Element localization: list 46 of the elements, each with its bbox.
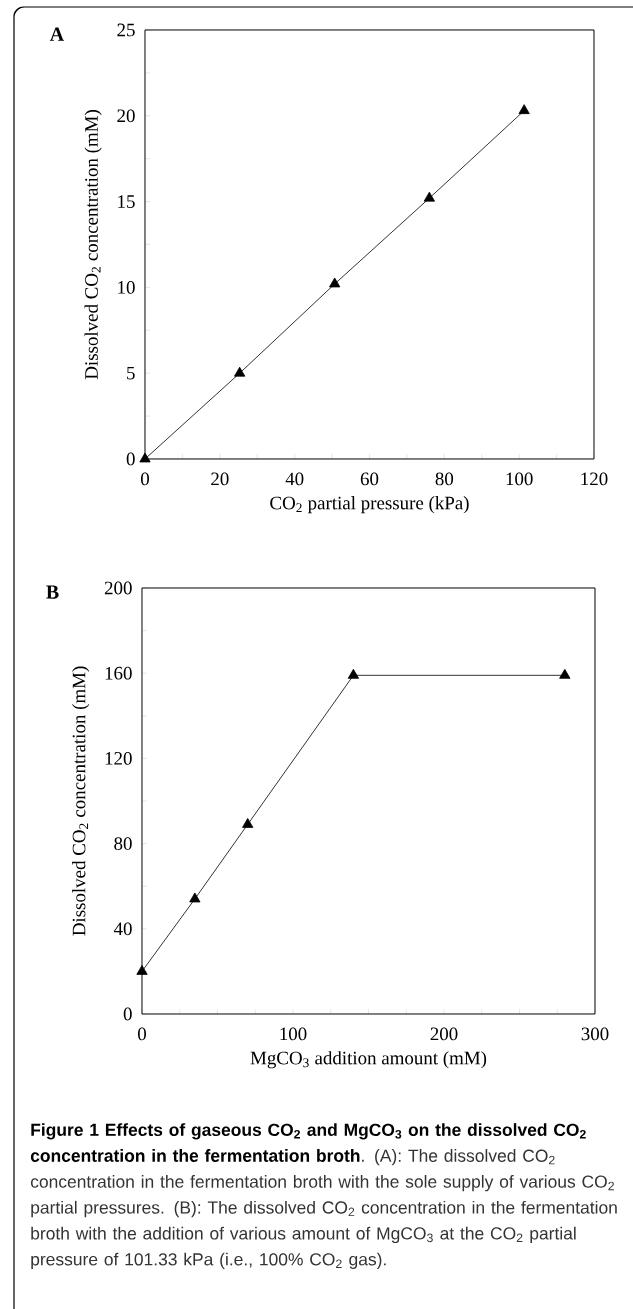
text: pressure of 101.33 kPa (i.e., 100% CO$_{2}$ gas). [31, 1252, 386, 1269]
point [347, 668, 359, 679]
y-tick-label: 20 [117, 109, 135, 123]
text: Figure 1 Effects of gaseous CO$_{2}$ and MgCO$_{3}$ on the dissolved CO$_{2}$ [31, 1123, 586, 1140]
chart-title: A [49, 27, 64, 41]
x-tick-label: 80 [435, 472, 454, 486]
point [559, 668, 571, 679]
y-tick-label: 200 [104, 581, 132, 595]
text: . (A): The dissolved CO$_{2}$ [362, 1149, 555, 1166]
x-tick-label: 200 [430, 1027, 458, 1041]
point [242, 818, 254, 828]
x-tick-label: 0 [137, 1027, 146, 1041]
y-tick-label: 80 [114, 837, 132, 850]
chart-title: B [46, 585, 59, 599]
point [189, 892, 201, 903]
y-axis-title: Dissolved CO$_{2}$ concentration (mM) [84, 110, 102, 380]
x-tick-label: 20 [211, 472, 229, 486]
x-tick-label: 100 [506, 472, 533, 486]
y-tick-label: 40 [113, 922, 132, 936]
text: partial pressures. (B): The dissolved CO$_{2}$ concentration in the fermentation [31, 1200, 617, 1218]
x-axis-title: CO$_{2}$ partial pressure (kPa) [270, 496, 469, 514]
point [136, 964, 148, 975]
x-tick-label: 40 [285, 472, 304, 486]
y-tick-label: 25 [117, 23, 135, 37]
text: concentration in the fermentation broth with the sole supply of various CO$_{2}$ [30, 1174, 614, 1192]
x-tick-label: 60 [360, 472, 379, 486]
y-tick-label: 0 [123, 1007, 132, 1021]
x-tick-label: 100 [280, 1027, 307, 1041]
x-axis-title: MgCO$_{3}$ addition amount (mM) [250, 1051, 487, 1069]
y-tick-label: 160 [105, 666, 132, 680]
x-tick-label: 120 [581, 472, 608, 486]
x-tick-label: 0 [140, 472, 149, 486]
y-tick-label: 15 [118, 195, 135, 208]
y-tick-label: 10 [118, 281, 135, 294]
point [234, 366, 246, 377]
y-tick-label: 120 [105, 752, 132, 765]
point [518, 104, 530, 115]
point [139, 452, 151, 463]
y-tick-label: 0 [126, 452, 135, 466]
point [423, 191, 435, 202]
x-tick-label: 300 [581, 1027, 609, 1041]
point [329, 277, 341, 288]
text: concentration in the fermentation broth [30, 1149, 360, 1162]
y-tick-label: 5 [127, 366, 135, 380]
y-axis-title: Dissolved CO$_{2}$ concentration (mM) [72, 666, 90, 936]
text: broth with the addition of various amount of MgCO$_{3}$ at the CO$_{2}$ partial [31, 1226, 576, 1244]
